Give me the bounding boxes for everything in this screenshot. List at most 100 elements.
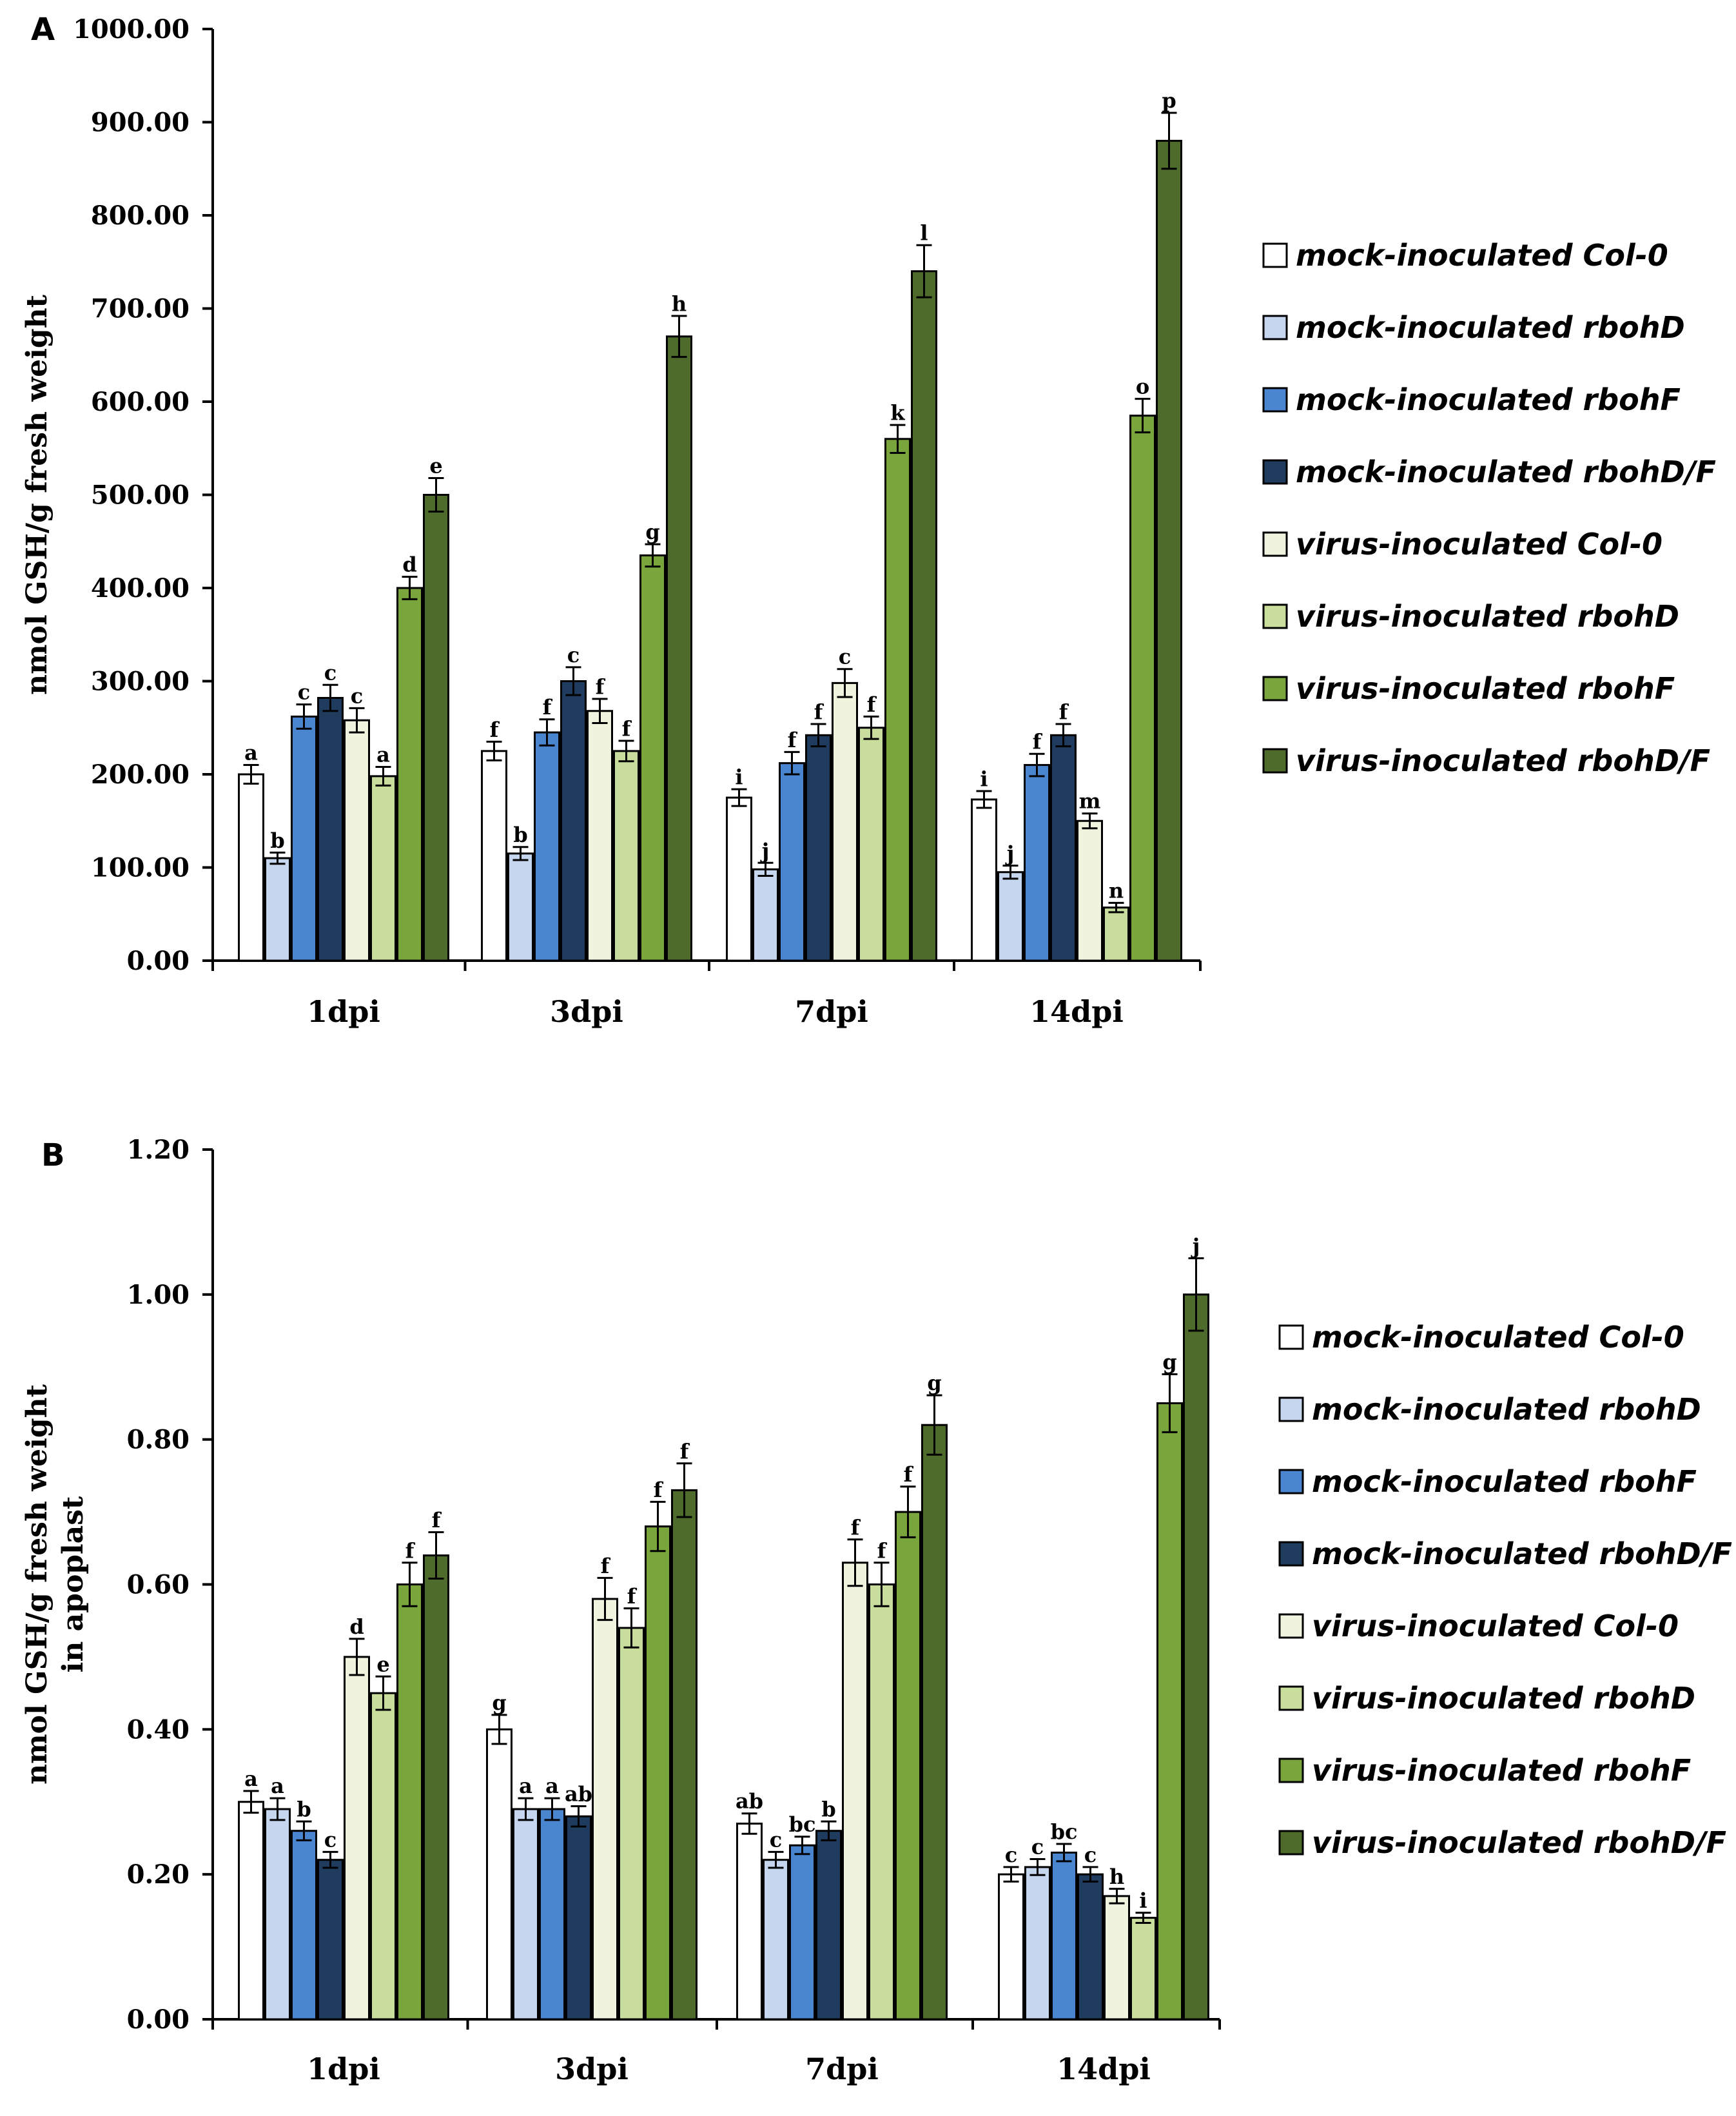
- bar: [752, 868, 779, 962]
- bar: [344, 719, 370, 962]
- y-tick-label: 0.80: [127, 1425, 190, 1455]
- significance-letter: g: [492, 1690, 506, 1715]
- significance-letter: f: [543, 695, 553, 720]
- y-tick-label: 900.00: [91, 108, 190, 138]
- significance-letter: a: [244, 1767, 258, 1791]
- legend-swatch: [1278, 1469, 1304, 1494]
- y-tick-label: 400.00: [91, 573, 190, 603]
- bar: [291, 1830, 317, 2021]
- bar: [613, 750, 639, 962]
- significance-letter: c: [324, 1827, 336, 1852]
- bar: [423, 1554, 449, 2021]
- significance-letter: a: [545, 1774, 559, 1798]
- significance-letter: f: [867, 692, 877, 716]
- bar: [512, 1808, 539, 2021]
- significance-letter: g: [645, 520, 659, 544]
- bar: [998, 1873, 1024, 2021]
- legend-label: virus-inoculated rbohD: [1312, 1681, 1695, 1716]
- significance-letter: l: [920, 220, 928, 245]
- significance-letter: g: [927, 1371, 941, 1395]
- significance-letter: f: [405, 1538, 416, 1563]
- legend-swatch: [1278, 1324, 1304, 1350]
- significance-letter: f: [490, 717, 500, 741]
- legend-swatch: [1278, 1396, 1304, 1422]
- bar: [370, 1692, 396, 2021]
- significance-letter: b: [513, 823, 527, 847]
- bar: [1130, 1917, 1156, 2021]
- y-tick-label: 300.00: [91, 667, 190, 697]
- significance-letter: d: [349, 1614, 364, 1639]
- significance-letter: c: [1005, 1843, 1017, 1867]
- bar: [560, 680, 587, 962]
- legend-label: virus-inoculated rbohD/F: [1296, 743, 1710, 778]
- legend-swatch: [1278, 1758, 1304, 1783]
- bar: [1077, 819, 1103, 962]
- significance-letter: k: [890, 400, 905, 425]
- legend-label: mock-inoculated Col-0: [1296, 238, 1668, 273]
- significance-letter: c: [567, 643, 580, 667]
- bar: [317, 1859, 344, 2021]
- y-tick-label: 100.00: [91, 853, 190, 883]
- y-tick-label: 500.00: [91, 480, 190, 511]
- bar: [805, 734, 832, 962]
- bar: [815, 1830, 842, 2021]
- significance-letter: ab: [736, 1789, 763, 1814]
- bar: [486, 1728, 512, 2021]
- significance-letter: e: [429, 453, 442, 478]
- y-axis-label: in apoplast: [57, 1496, 90, 1672]
- bar: [1183, 1293, 1209, 2021]
- bar: [1050, 734, 1077, 962]
- x-tick-label: 1dpi: [307, 994, 380, 1029]
- bar: [291, 715, 317, 962]
- legend-label: mock-inoculated rbohD: [1296, 310, 1685, 345]
- legend-swatch: [1262, 531, 1288, 557]
- significance-letter: d: [402, 553, 416, 577]
- significance-letter: f: [680, 1439, 690, 1464]
- bar: [789, 1844, 815, 2021]
- significance-letter: n: [1109, 878, 1124, 903]
- bar: [238, 773, 264, 962]
- bar: [344, 1656, 370, 2021]
- significance-letter: p: [1162, 88, 1176, 113]
- bar: [671, 1489, 697, 2021]
- significance-letter: a: [376, 742, 390, 767]
- bar: [1024, 764, 1050, 962]
- significance-letter: f: [877, 1538, 888, 1563]
- significance-letter: f: [1033, 729, 1043, 754]
- significance-letter: c: [1084, 1843, 1097, 1867]
- significance-letter: f: [432, 1508, 442, 1533]
- x-tick-label: 7dpi: [795, 994, 868, 1029]
- bar: [396, 587, 423, 962]
- significance-letter: f: [596, 674, 606, 699]
- bar: [565, 1815, 592, 2021]
- bar: [264, 1808, 291, 2021]
- significance-letter: f: [904, 1462, 914, 1487]
- significance-letter: c: [1031, 1835, 1044, 1859]
- significance-letter: f: [654, 1477, 664, 1502]
- panel-label: B: [41, 1137, 65, 1173]
- significance-letter: c: [839, 645, 851, 669]
- bar: [911, 270, 937, 962]
- significance-letter: f: [851, 1515, 861, 1540]
- x-tick-label: 7dpi: [805, 2052, 879, 2086]
- bar: [884, 438, 911, 962]
- significance-letter: h: [1109, 1865, 1124, 1889]
- y-tick-label: 0.00: [127, 946, 190, 976]
- bar: [481, 750, 507, 962]
- bar: [1024, 1866, 1051, 2021]
- bar: [736, 1822, 763, 2021]
- significance-letter: j: [1191, 1234, 1200, 1259]
- bar: [842, 1562, 868, 2021]
- bar: [396, 1583, 423, 2021]
- bar: [507, 852, 534, 962]
- bar: [587, 710, 613, 962]
- legend-label: mock-inoculated rbohD/F: [1296, 455, 1716, 489]
- bar: [763, 1859, 789, 2021]
- bar: [726, 796, 752, 962]
- significance-letter: b: [297, 1797, 311, 1821]
- legend-swatch: [1278, 1830, 1304, 1856]
- y-tick-label: 600.00: [91, 387, 190, 417]
- bar: [1051, 1851, 1077, 2021]
- significance-letter: f: [1059, 700, 1069, 724]
